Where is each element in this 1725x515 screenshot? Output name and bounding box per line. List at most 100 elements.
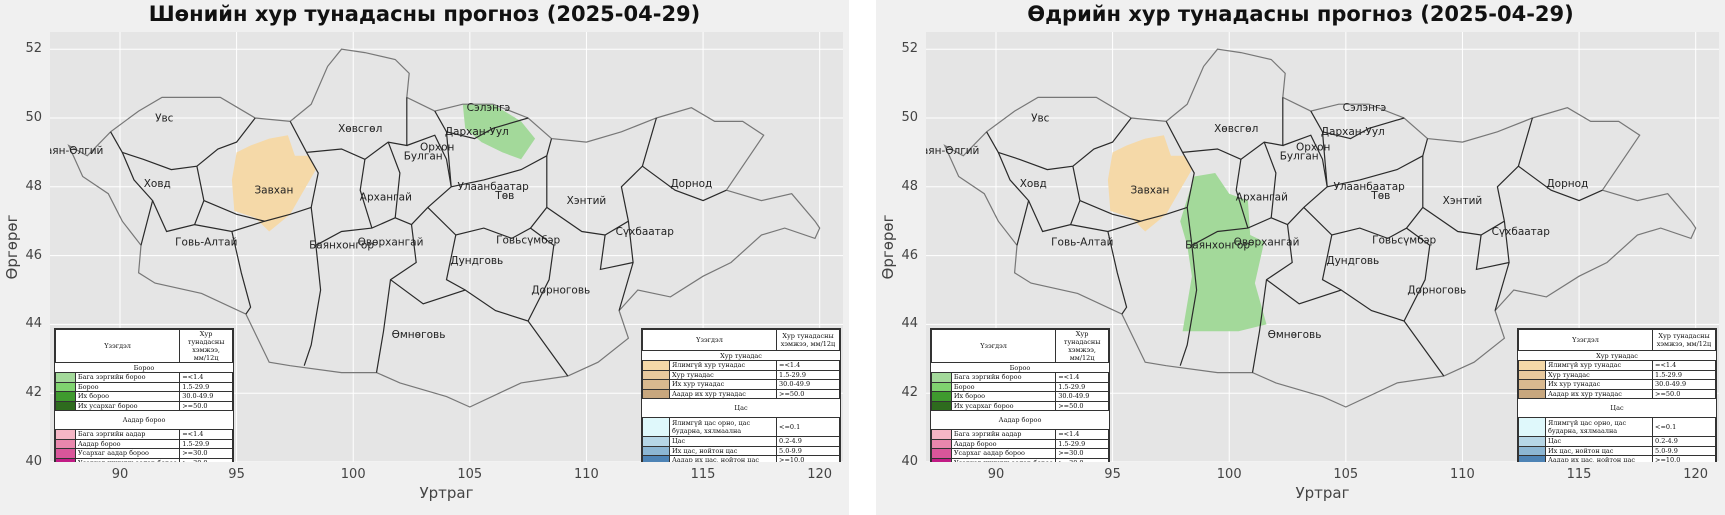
x-tick-label: 120 bbox=[807, 467, 833, 482]
province-label: Өмнөговь bbox=[392, 329, 446, 341]
legend-row: Ялимгүй хур тунадас =<1.4 bbox=[1518, 360, 1716, 371]
province-border bbox=[1107, 231, 1128, 315]
legend-row: Аадар их цас, нойтон цас >=10.0 bbox=[1518, 455, 1716, 462]
province-border bbox=[1079, 121, 1195, 222]
legend-row: Усархаг ширүүн аадар бороо>=30.0 bbox=[55, 457, 233, 462]
map-plot-area[interactable]: Увс Баян-Өлгий Ховд Завхан Говь-Алтай Хөвсгөл… bbox=[50, 32, 843, 462]
legend-row: Усархаг ширүүн аадар бороо>=30.0 bbox=[931, 457, 1109, 462]
province-label: Дархан-Уул bbox=[1321, 126, 1385, 138]
legend-section-snow: Цас bbox=[642, 398, 840, 418]
legend-label: Хур тунадас bbox=[669, 369, 777, 380]
legend-row: Их бороо 30.0-49.9 bbox=[55, 391, 233, 402]
province-border bbox=[599, 234, 634, 271]
province-label: Баянхонгор bbox=[309, 240, 374, 252]
legend-row: Их бороо 30.0-49.9 bbox=[931, 391, 1109, 402]
legend-row: Аадар бороо 1.5-29.9 bbox=[55, 438, 233, 449]
legend-label: Бага зэргийн аадар bbox=[950, 429, 1057, 440]
legend-section-mixed: Хур тунадас bbox=[1518, 350, 1716, 361]
legend-label: Аадар их хур тунадас bbox=[1545, 388, 1653, 399]
legend-swatch bbox=[642, 417, 670, 437]
province-label: Дорнод bbox=[1546, 178, 1588, 190]
legend-row: Аадар их хур тунадас >=50.0 bbox=[642, 388, 840, 399]
province-border bbox=[1070, 220, 1141, 233]
legend-section-rain: Бороо bbox=[55, 362, 233, 373]
province-border bbox=[387, 141, 401, 218]
legend-table-mixed-snow: Үзэгдэл Хур тунадасны хэмжээ, мм/12ц Хур т… bbox=[641, 328, 841, 462]
y-tick-label: 50 bbox=[25, 110, 42, 125]
province-border bbox=[445, 234, 466, 291]
y-tick-label: 46 bbox=[25, 247, 42, 263]
province-border bbox=[406, 134, 452, 226]
legend-header-amount: Хур тунадасны хэмжээ, мм/12ц bbox=[776, 329, 840, 351]
legend-section-snow: Цас bbox=[1518, 398, 1716, 418]
province-label: Завхан bbox=[1130, 185, 1169, 197]
legend-row: Цас 0.2-4.9 bbox=[642, 436, 840, 447]
legend-label: Их бороо bbox=[74, 391, 181, 402]
province-label: Увс bbox=[1031, 112, 1050, 124]
legend-range: 1.5-29.9 bbox=[179, 381, 233, 392]
map-plot-area[interactable]: Увс Баян-Өлгий Ховд Завхан Говь-Алтай Хөвсгөл… bbox=[926, 32, 1719, 462]
legend-row: Аадар их цас, нойтон цас >=10.0 bbox=[642, 455, 840, 462]
province-border bbox=[527, 227, 555, 322]
legend-label: Усархаг ширүүн аадар бороо bbox=[950, 457, 1057, 462]
legend-swatch bbox=[642, 445, 670, 456]
legend-label: Ялимгүй хур тунадас bbox=[1545, 360, 1653, 371]
legend-range: 30.0-49.9 bbox=[1652, 379, 1716, 390]
province-border bbox=[427, 155, 548, 240]
x-axis-label: Уртраг bbox=[419, 484, 474, 502]
legend-row: Ялимгүй хур тунадас =<1.4 bbox=[642, 360, 840, 371]
country-outline bbox=[943, 48, 1697, 408]
legend-label: Ялимгүй цас орно, цас бударна, хялмаална bbox=[669, 417, 777, 437]
province-border bbox=[1475, 234, 1510, 271]
y-tick-label: 48 bbox=[25, 178, 42, 194]
legend-range: >=30.0 bbox=[179, 457, 233, 462]
legend-label: Их хур тунадас bbox=[1545, 379, 1653, 390]
legend-header-amount: Хур тунадасны хэмжээ, мм/12ц bbox=[179, 329, 233, 363]
legend-row: Цас 0.2-4.9 bbox=[1518, 436, 1716, 447]
legend-range: =<1.4 bbox=[1652, 360, 1716, 371]
legend-range: >=50.0 bbox=[776, 388, 840, 399]
region-bayankhongor-rain bbox=[1180, 173, 1267, 332]
legend-swatch bbox=[55, 381, 76, 392]
y-tick-label: 42 bbox=[25, 385, 42, 401]
legend-row: Их хур тунадас 30.0-49.9 bbox=[642, 379, 840, 390]
province-label: Дундговь bbox=[1326, 255, 1379, 267]
province-label: Говь-Алтай bbox=[175, 236, 237, 248]
province-border bbox=[451, 138, 553, 188]
legend-swatch bbox=[1518, 417, 1546, 437]
province-label: Баян-Өлгий bbox=[926, 145, 979, 157]
legend-swatch bbox=[931, 381, 952, 392]
legend-label: Их цас, нойтон цас bbox=[1545, 445, 1653, 456]
province-border bbox=[1191, 217, 1288, 246]
y-tick-label: 44 bbox=[25, 316, 42, 332]
x-tick-label: 110 bbox=[1450, 467, 1475, 482]
province-border bbox=[194, 220, 265, 233]
province-label: Архангай bbox=[360, 192, 412, 204]
province-label: Дархан-Уул bbox=[445, 126, 509, 138]
province-label: Хөвсгөл bbox=[1214, 123, 1258, 135]
legend-label: Их бороо bbox=[950, 391, 1057, 402]
forecast-panel-day: Өдрийн хур тунадасны прогноз (2025-04-29… bbox=[876, 0, 1725, 515]
legend-swatch bbox=[931, 438, 952, 449]
legend-row: Бороо 1.5-29.9 bbox=[931, 381, 1109, 392]
legend-swatch bbox=[1518, 379, 1546, 390]
legend-range: <=0.1 bbox=[1652, 417, 1716, 437]
legend-swatch bbox=[55, 448, 76, 459]
province-label: Сэлэнгэ bbox=[1343, 102, 1387, 114]
legend-swatch bbox=[1518, 436, 1546, 447]
legend-section-shower: Аадар бороо bbox=[931, 410, 1109, 430]
province-label: Төв bbox=[494, 190, 514, 202]
legend-row: Ялимгүй цас орно, цас бударна, хялмаална… bbox=[642, 417, 840, 437]
legend-swatch bbox=[642, 379, 670, 390]
legend-row: Хур тунадас 1.5-29.9 bbox=[642, 369, 840, 380]
province-border bbox=[306, 97, 408, 160]
legend-swatch bbox=[55, 457, 76, 462]
legend-swatch bbox=[1518, 445, 1546, 456]
province-label: Дорноговь bbox=[531, 284, 590, 296]
province-border bbox=[1321, 234, 1342, 291]
province-label: Ховд bbox=[144, 178, 171, 190]
legend-header-phenomenon: Үзэгдэл bbox=[930, 329, 1057, 363]
legend-swatch bbox=[931, 391, 952, 402]
legend-range: >=50.0 bbox=[179, 400, 233, 411]
y-tick-label: 46 bbox=[901, 247, 918, 263]
